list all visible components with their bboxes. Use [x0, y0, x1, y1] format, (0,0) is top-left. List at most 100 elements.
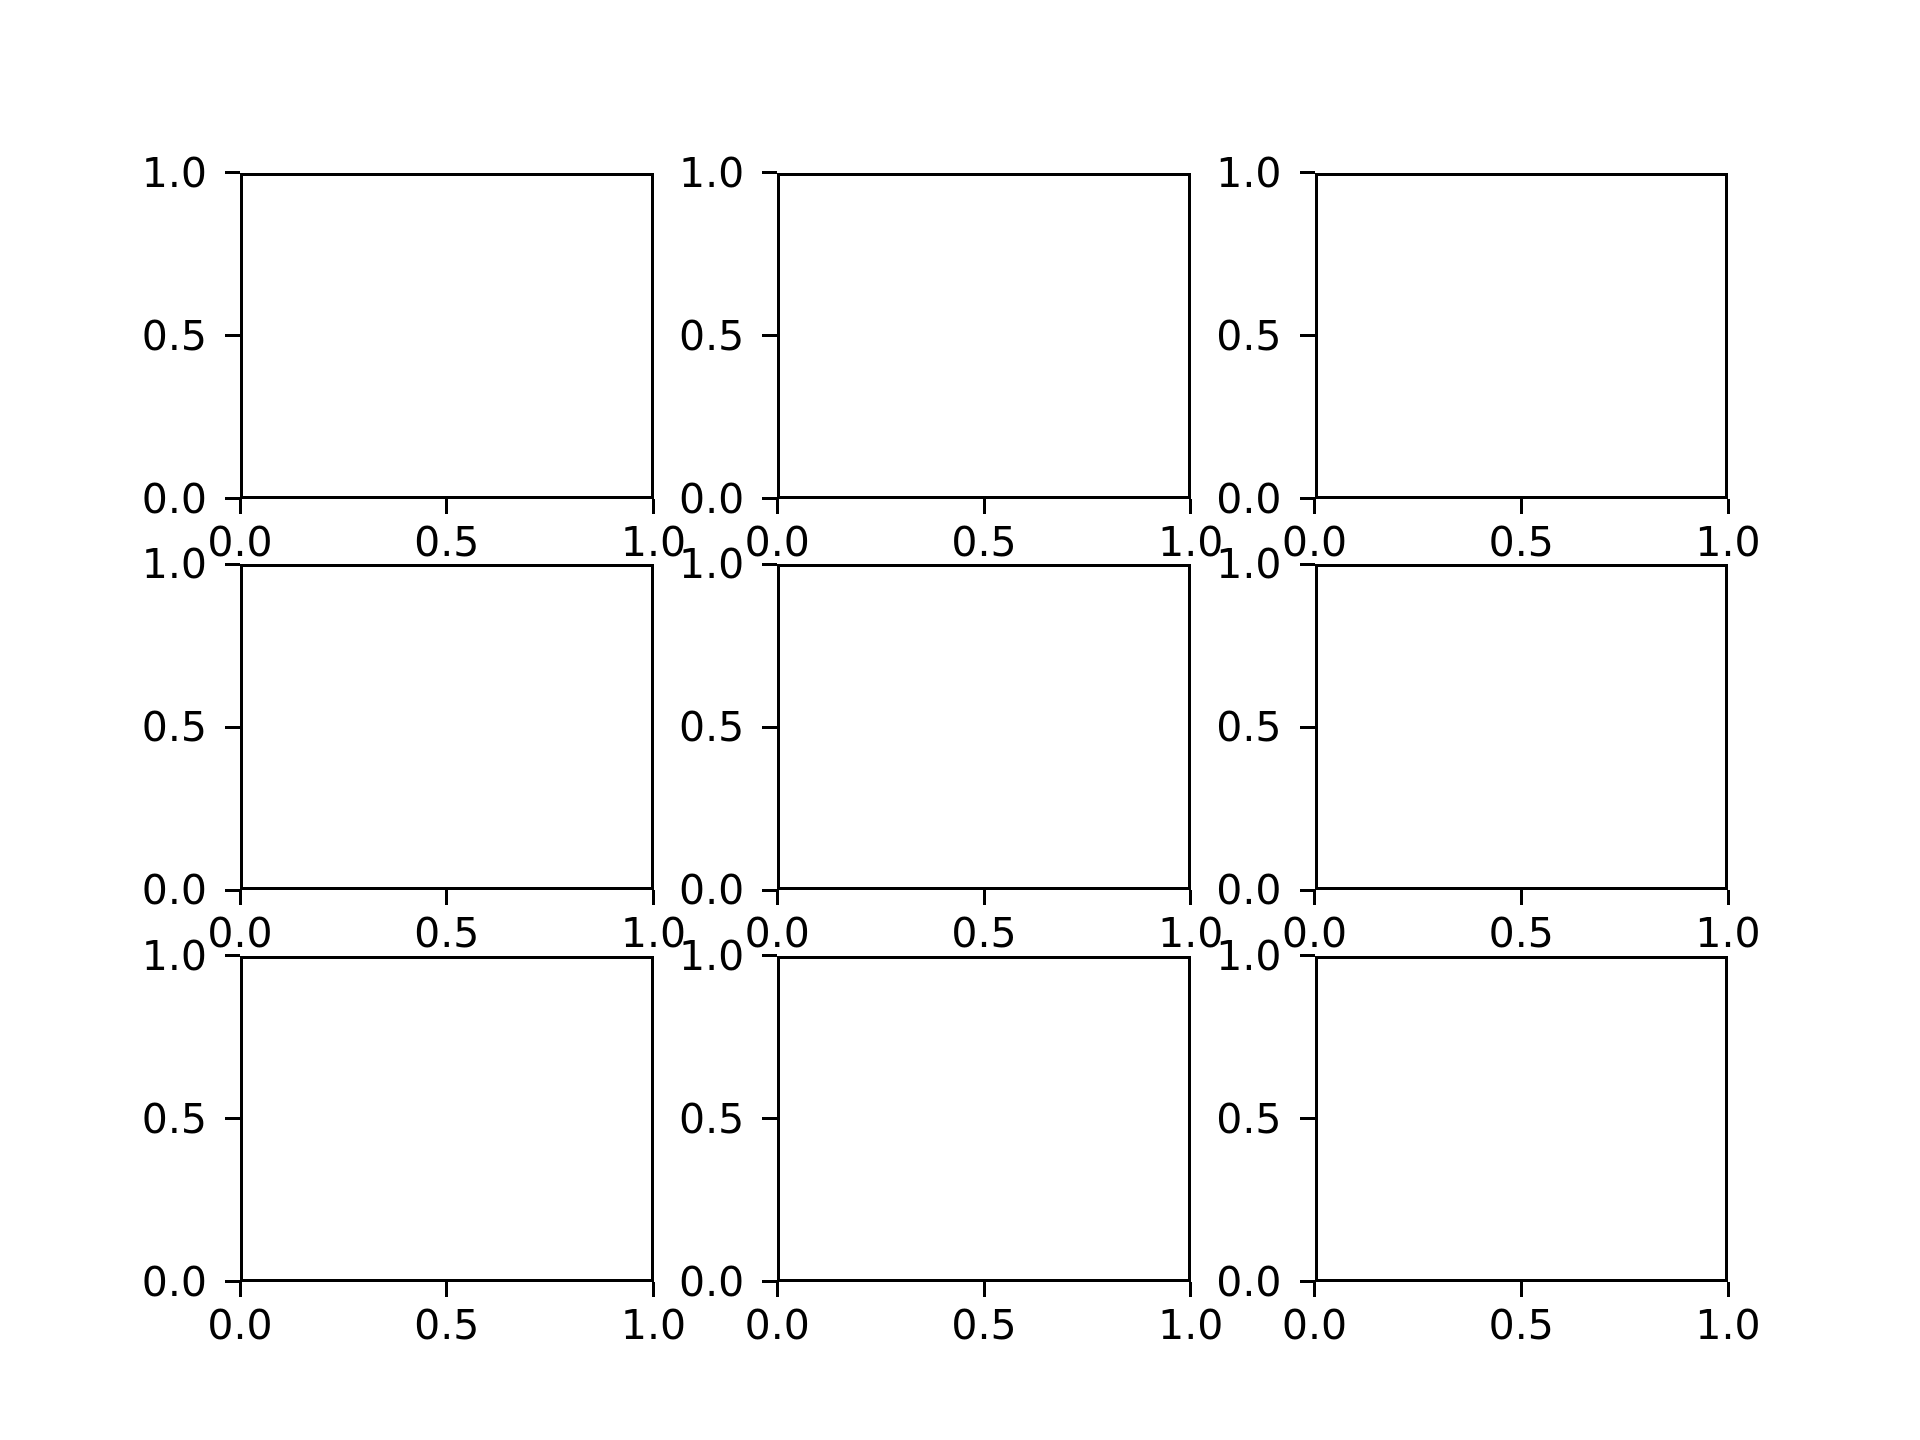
y-tick-mark — [762, 888, 778, 892]
y-tick-mark — [1299, 497, 1315, 501]
x-tick-mark — [775, 498, 779, 514]
x-tick-label: 0.0 — [207, 517, 273, 566]
x-tick-mark — [652, 890, 655, 906]
subplot-r1c2 — [777, 172, 1191, 499]
x-tick-mark — [982, 890, 986, 906]
y-tick-label: 1.0 — [141, 931, 207, 980]
x-tick-mark — [1189, 1281, 1193, 1297]
y-tick-mark — [762, 1117, 778, 1121]
x-tick-label: 0.5 — [414, 909, 480, 958]
y-tick-label: 0.5 — [679, 703, 745, 752]
x-tick-mark — [1726, 498, 1730, 514]
y-tick-label: 1.0 — [679, 148, 745, 197]
y-tick-label: 0.5 — [679, 311, 745, 360]
y-tick-mark — [1299, 562, 1315, 566]
x-tick-label: 0.5 — [1488, 1300, 1554, 1349]
x-tick-label: 0.5 — [414, 1300, 480, 1349]
y-tick-mark — [225, 954, 240, 957]
y-tick-mark — [1299, 1280, 1315, 1284]
x-tick-label: 0.0 — [1281, 1300, 1348, 1349]
x-tick-label: 1.0 — [1695, 1300, 1761, 1349]
y-tick-label: 1.0 — [1216, 931, 1282, 980]
x-tick-label: 0.5 — [951, 909, 1017, 958]
x-tick-mark — [775, 890, 779, 906]
x-tick-mark — [1189, 498, 1193, 514]
y-tick-mark — [1299, 334, 1315, 338]
x-tick-mark — [775, 1281, 779, 1297]
x-tick-mark — [1189, 890, 1193, 906]
subplot-r2c1 — [240, 564, 654, 891]
x-tick-label: 0.5 — [1488, 909, 1554, 958]
y-tick-mark — [225, 1280, 240, 1284]
x-tick-label: 0.0 — [1281, 909, 1348, 958]
x-tick-mark — [445, 498, 449, 514]
y-tick-mark — [225, 334, 240, 338]
x-tick-label: 0.5 — [1488, 517, 1554, 566]
x-tick-mark — [982, 1281, 986, 1297]
y-tick-label: 0.0 — [679, 474, 745, 523]
y-tick-label: 0.0 — [141, 474, 207, 523]
x-tick-mark — [238, 498, 242, 514]
y-tick-label: 0.0 — [1216, 1257, 1282, 1306]
y-tick-mark — [225, 171, 240, 175]
y-tick-label: 0.5 — [141, 311, 207, 360]
x-tick-mark — [1519, 498, 1523, 514]
y-tick-mark — [762, 497, 778, 501]
y-tick-label: 0.5 — [679, 1094, 745, 1143]
x-tick-label: 0.5 — [951, 1300, 1017, 1349]
x-tick-label: 1.0 — [1695, 517, 1761, 566]
x-tick-mark — [652, 1281, 655, 1297]
x-tick-label: 0.0 — [744, 909, 810, 958]
x-tick-label: 1.0 — [620, 909, 687, 958]
x-tick-label: 0.0 — [744, 517, 810, 566]
x-tick-label: 0.0 — [207, 1300, 273, 1349]
x-tick-mark — [1313, 498, 1316, 514]
x-tick-label: 1.0 — [1695, 909, 1761, 958]
y-tick-label: 0.5 — [1216, 1094, 1282, 1143]
y-tick-label: 0.0 — [1216, 474, 1282, 523]
y-tick-label: 1.0 — [679, 931, 745, 980]
x-tick-label: 0.0 — [744, 1300, 810, 1349]
x-tick-label: 1.0 — [1158, 517, 1224, 566]
x-tick-mark — [238, 890, 242, 906]
y-tick-label: 0.0 — [679, 866, 745, 915]
y-tick-label: 0.0 — [141, 1257, 207, 1306]
subplot-r1c1 — [240, 172, 654, 499]
x-tick-label: 0.0 — [1281, 517, 1348, 566]
subplot-r1c3 — [1314, 172, 1728, 499]
y-tick-label: 1.0 — [141, 148, 207, 197]
y-tick-mark — [225, 562, 240, 566]
y-tick-mark — [1299, 171, 1315, 175]
x-tick-label: 0.5 — [414, 517, 480, 566]
y-tick-label: 0.5 — [141, 703, 207, 752]
x-tick-label: 1.0 — [620, 1300, 687, 1349]
x-tick-mark — [982, 498, 986, 514]
x-tick-label: 0.0 — [207, 909, 273, 958]
subplot-r2c3 — [1314, 564, 1728, 891]
y-tick-mark — [1299, 725, 1315, 729]
y-tick-label: 0.0 — [679, 1257, 745, 1306]
y-tick-label: 1.0 — [679, 540, 745, 589]
y-tick-mark — [762, 171, 778, 175]
y-tick-label: 0.5 — [141, 1094, 207, 1143]
y-tick-label: 0.0 — [1216, 866, 1282, 915]
x-tick-mark — [1519, 1281, 1523, 1297]
subplot-r3c1 — [240, 955, 654, 1282]
subplot-r3c3 — [1314, 955, 1728, 1282]
y-tick-label: 1.0 — [1216, 540, 1282, 589]
y-tick-mark — [225, 725, 240, 729]
x-tick-label: 0.5 — [951, 517, 1017, 566]
y-tick-label: 0.0 — [141, 866, 207, 915]
x-tick-mark — [445, 1281, 449, 1297]
y-tick-mark — [762, 334, 778, 338]
y-tick-mark — [762, 1280, 778, 1284]
y-tick-label: 1.0 — [141, 540, 207, 589]
y-tick-mark — [1299, 888, 1315, 892]
subplot-r2c2 — [777, 564, 1191, 891]
y-tick-mark — [225, 1117, 240, 1121]
x-tick-mark — [1726, 1281, 1730, 1297]
x-tick-mark — [1519, 890, 1523, 906]
y-tick-mark — [225, 888, 240, 892]
x-tick-label: 1.0 — [1158, 1300, 1224, 1349]
